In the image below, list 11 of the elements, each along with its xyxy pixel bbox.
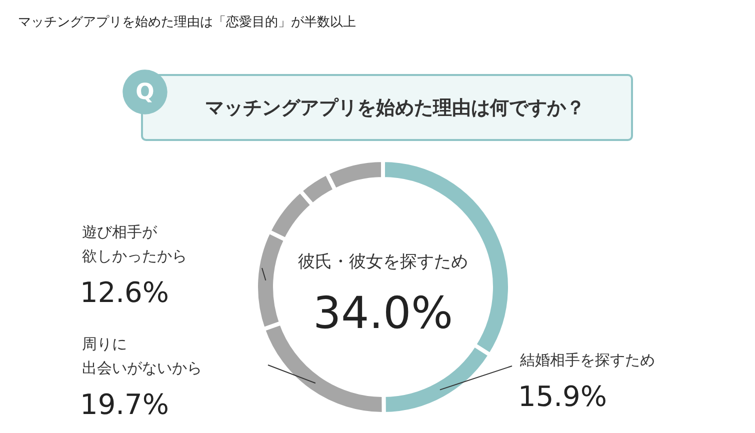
slice-label: 結婚相手を探すため — [519, 351, 655, 369]
data-label: 15.9% — [518, 380, 607, 413]
slice-label: 遊び相手が欲しかったから — [82, 223, 187, 265]
data-label: 12.6% — [80, 276, 169, 309]
slice-label: 彼氏・彼女を探すため — [298, 252, 468, 272]
data-label: 34.0% — [313, 288, 453, 339]
chart-title: マッチングアプリを始めた理由は「恋愛目的」が半数以上 — [18, 14, 356, 30]
chart-subtitle: マッチングアプリを始めた理由は何ですか？ — [205, 97, 585, 119]
text: Q — [136, 80, 154, 105]
data-label: 19.7% — [80, 388, 169, 421]
slice-label: 周りに出会いがないから — [82, 335, 202, 377]
